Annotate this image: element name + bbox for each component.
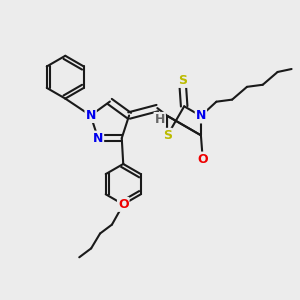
Text: S: S xyxy=(163,129,172,142)
Text: S: S xyxy=(178,74,187,87)
Text: N: N xyxy=(93,132,103,145)
Text: N: N xyxy=(196,110,206,122)
Text: O: O xyxy=(197,153,208,166)
Text: O: O xyxy=(118,198,129,211)
Text: N: N xyxy=(85,109,96,122)
Text: H: H xyxy=(154,113,165,126)
